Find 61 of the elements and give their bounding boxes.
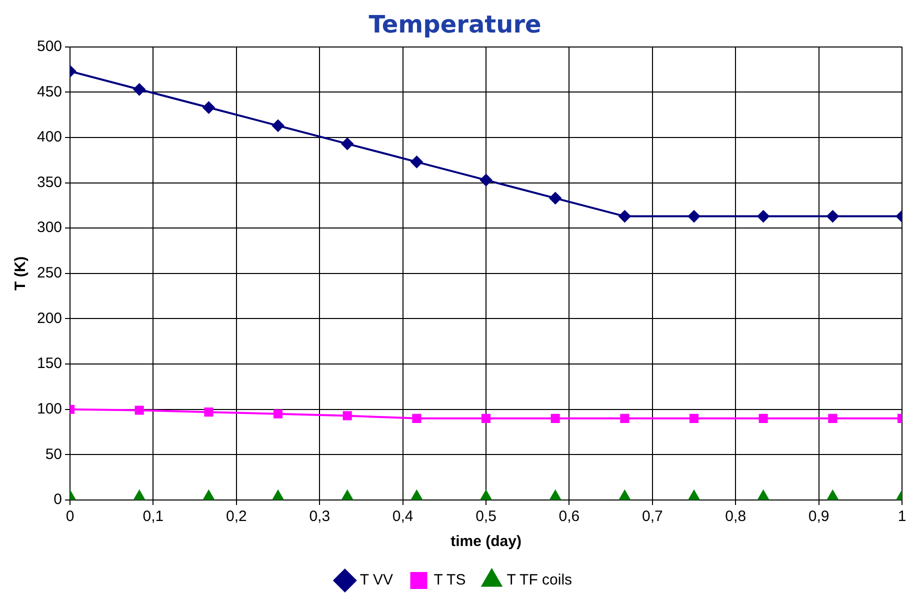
y-tick-label: 350 <box>36 174 62 191</box>
y-tick-label: 0 <box>54 491 62 508</box>
x-tick-label: 0,2 <box>226 508 247 526</box>
point <box>550 414 560 423</box>
x-tick-label: 0,4 <box>392 508 414 526</box>
point <box>273 409 283 418</box>
point <box>758 414 768 423</box>
point <box>341 138 354 150</box>
point <box>342 490 353 500</box>
y-tick-label: 300 <box>36 219 62 236</box>
point <box>202 102 215 114</box>
x-tick-label: 0,9 <box>808 508 830 526</box>
y-tick-label: 400 <box>36 128 62 146</box>
point <box>272 120 284 132</box>
x-tick-label: 0,3 <box>309 508 330 526</box>
y-tick-label: 500 <box>36 38 62 55</box>
point <box>689 414 699 423</box>
point <box>757 210 770 222</box>
legend-label: T TF coils <box>506 572 572 589</box>
chart-title: Temperature <box>368 10 542 39</box>
x-tick-label: 0,1 <box>142 508 164 526</box>
point <box>619 490 630 500</box>
point <box>618 210 631 222</box>
point <box>204 408 214 417</box>
point <box>203 490 214 500</box>
y-axis-title: T (K) <box>12 256 30 290</box>
point <box>272 490 284 500</box>
point <box>411 490 422 500</box>
point <box>827 490 838 500</box>
point <box>133 83 146 96</box>
point <box>828 414 838 423</box>
point <box>412 414 422 423</box>
y-tick-label: 250 <box>36 264 62 282</box>
point <box>480 174 492 186</box>
point <box>550 490 561 500</box>
point <box>134 490 145 500</box>
y-tick-label: 100 <box>36 400 62 418</box>
point <box>481 414 491 423</box>
x-tick-label: 0 <box>66 508 74 526</box>
x-axis-title: time (day) <box>450 533 522 550</box>
y-tick-label: 450 <box>36 83 62 100</box>
point <box>826 210 839 222</box>
point <box>620 414 630 423</box>
point <box>758 490 769 500</box>
x-tick-label: 1 <box>898 508 906 526</box>
point <box>342 411 352 420</box>
point <box>410 156 423 168</box>
y-tick-label: 200 <box>36 310 62 327</box>
x-tick-label: 0,5 <box>476 508 496 526</box>
x-tick-label: 0,6 <box>558 508 580 526</box>
point <box>549 192 562 204</box>
y-tick-label: 150 <box>36 355 62 372</box>
point <box>134 406 144 415</box>
point <box>688 210 700 222</box>
point <box>688 490 700 500</box>
x-tick-label: 0,8 <box>725 508 746 526</box>
x-tick-label: 0,7 <box>642 508 663 526</box>
legend-label: T VV <box>360 572 393 589</box>
legend-label: T TS <box>434 572 466 589</box>
point <box>480 490 492 500</box>
y-tick-label: 50 <box>45 446 62 463</box>
